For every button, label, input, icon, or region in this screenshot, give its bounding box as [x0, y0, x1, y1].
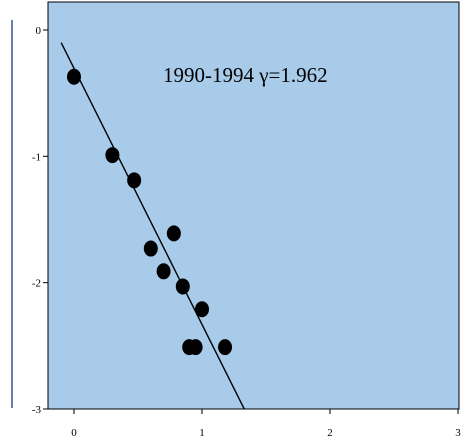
- data-point: [166, 225, 181, 242]
- data-point: [105, 147, 120, 164]
- data-point: [67, 68, 81, 85]
- x-tick-label: 0: [71, 427, 77, 439]
- fit-line: [60, 42, 245, 409]
- data-point: [175, 278, 190, 295]
- y-tick-label: -3: [32, 404, 42, 416]
- fit-line-layer: [60, 42, 245, 409]
- data-point: [156, 263, 171, 280]
- data-point: [218, 339, 233, 356]
- data-point: [127, 172, 142, 189]
- x-tick-label: 3: [455, 427, 461, 439]
- data-points: [67, 68, 233, 356]
- chart-annotation: 1990-1994 γ=1.962: [163, 63, 328, 87]
- y-tick-label: 0: [36, 25, 42, 37]
- axes: 0 1 2 3 0 -1 -2 -3: [32, 25, 461, 439]
- y-tick-label: -1: [32, 151, 41, 163]
- x-tick-label: 1: [199, 427, 205, 439]
- x-tick-label: 2: [327, 427, 333, 439]
- y-tick-label: -2: [32, 278, 41, 290]
- data-point: [143, 240, 158, 257]
- plot-area: [47, 1, 460, 410]
- data-point: [195, 301, 209, 318]
- data-point: [188, 339, 203, 356]
